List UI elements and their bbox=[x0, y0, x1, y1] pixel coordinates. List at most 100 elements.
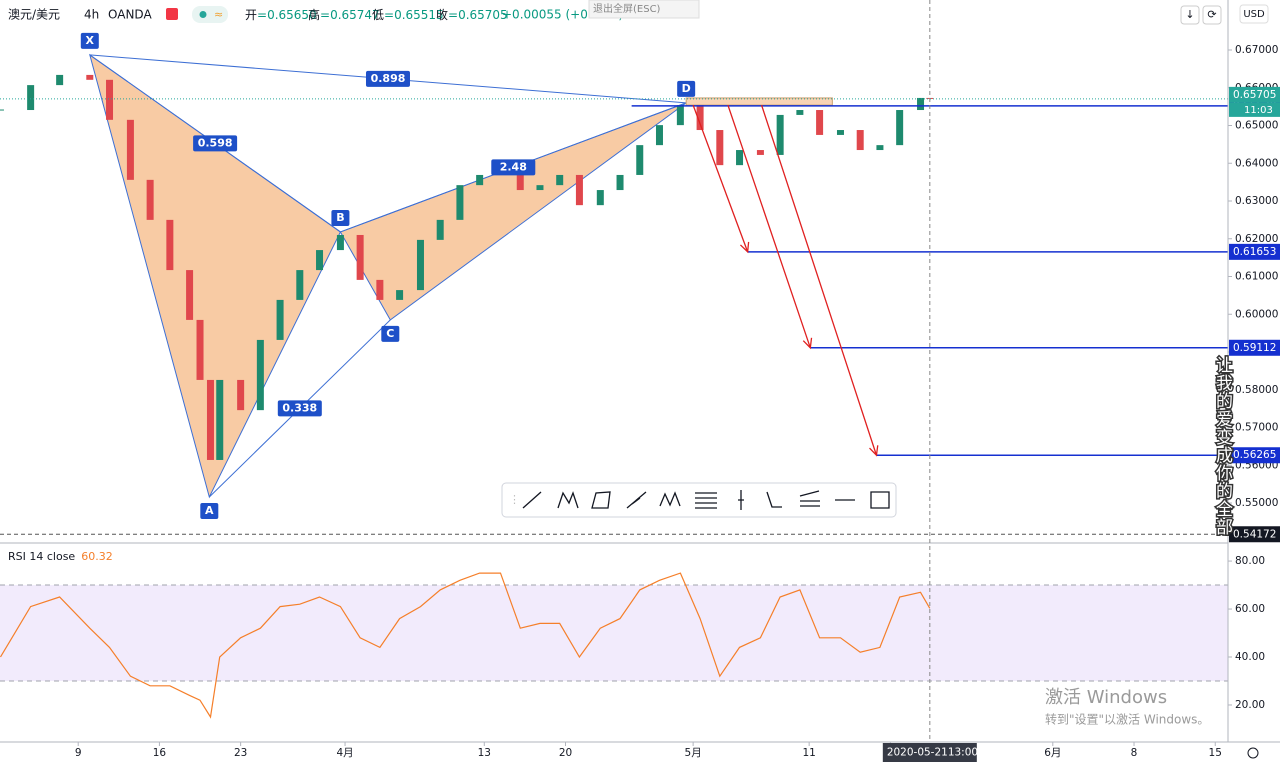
y-tick-label: 0.58000 bbox=[1235, 384, 1278, 396]
scroll-button[interactable] bbox=[1180, 5, 1200, 25]
point-box bbox=[677, 80, 696, 97]
candle bbox=[416, 239, 424, 291]
projection-arrow bbox=[692, 104, 749, 253]
overlay: 澳元/美元 4h OANDA ≈ 开=0.65650 高=0.65747 低=0… bbox=[8, 0, 1269, 759]
candle bbox=[86, 74, 94, 80]
candle bbox=[186, 270, 194, 320]
candle bbox=[696, 105, 704, 131]
candle bbox=[536, 185, 544, 191]
candle bbox=[396, 290, 404, 300]
point-label: C bbox=[386, 327, 394, 340]
candle bbox=[636, 145, 644, 175]
last-price-label-box bbox=[1229, 86, 1280, 103]
candle bbox=[0, 109, 4, 111]
candle bbox=[836, 130, 844, 135]
watermark-title: 激活 Windows bbox=[1045, 687, 1167, 708]
reset-icon[interactable]: ⟳ bbox=[1207, 8, 1216, 21]
candle bbox=[796, 110, 804, 115]
candle bbox=[196, 319, 204, 380]
candle bbox=[296, 270, 304, 300]
candle bbox=[575, 174, 583, 206]
status-pill bbox=[192, 6, 228, 23]
ohlc-open: 开=0.65650 bbox=[245, 8, 317, 22]
countdown: 11:03 bbox=[1244, 105, 1273, 116]
settings-icon[interactable] bbox=[1247, 747, 1259, 759]
ratio-label: 0.598 bbox=[198, 136, 233, 149]
candle bbox=[917, 97, 925, 111]
esc-tip-box[interactable] bbox=[588, 0, 700, 19]
ratio-label: 2.48 bbox=[500, 160, 527, 173]
ohlc-close: 收=0.65705 bbox=[436, 8, 508, 22]
low-marker-label: 0.54172 bbox=[1233, 528, 1276, 540]
tool-fib[interactable] bbox=[695, 492, 717, 509]
currency-box[interactable] bbox=[1239, 4, 1269, 24]
ratio-label: 0.338 bbox=[282, 401, 317, 414]
candle bbox=[146, 179, 154, 220]
candle bbox=[27, 85, 35, 111]
x-tick-label: 16 bbox=[153, 747, 167, 759]
crosshair-time: 13:00 bbox=[948, 747, 978, 759]
rsi-pane: RSI 14 close 60.32 bbox=[0, 550, 1228, 719]
candle bbox=[356, 234, 364, 280]
tool-trend-line[interactable] bbox=[522, 491, 542, 509]
flag-icon[interactable] bbox=[166, 8, 178, 20]
y-tick-label: 0.63000 bbox=[1235, 195, 1278, 207]
x-tick-label: 8 bbox=[1131, 747, 1138, 759]
point-label: B bbox=[336, 211, 344, 224]
tool-xabcd[interactable] bbox=[557, 491, 579, 509]
axes: 0.550000.560000.570000.580000.590000.600… bbox=[75, 0, 1280, 762]
tool-rectangle[interactable] bbox=[870, 491, 890, 509]
point-label: D bbox=[682, 82, 691, 95]
candle bbox=[216, 379, 224, 460]
level-label: 0.59112 bbox=[1233, 342, 1276, 354]
candle bbox=[476, 174, 484, 186]
y-tick-label: 0.61000 bbox=[1235, 271, 1278, 283]
tool-gann[interactable] bbox=[799, 490, 820, 507]
drawing-toolbar: ⋮ bbox=[501, 482, 897, 518]
x-tick-label: 15 bbox=[1209, 747, 1222, 759]
candle bbox=[756, 150, 764, 155]
x-tick-label: 6月 bbox=[1044, 747, 1061, 759]
level-label-box bbox=[1229, 339, 1280, 356]
projection-arrow bbox=[760, 104, 878, 456]
open-label: 开 bbox=[245, 8, 257, 22]
low-value: =0.65515 bbox=[384, 8, 444, 22]
tool-projection[interactable] bbox=[766, 491, 782, 508]
rsi-tick-label: 60.00 bbox=[1235, 603, 1265, 615]
point-box bbox=[381, 325, 400, 342]
candle bbox=[56, 74, 64, 86]
reset-button[interactable] bbox=[1202, 5, 1222, 25]
high-value: =0.65747 bbox=[320, 8, 380, 22]
candle bbox=[436, 219, 444, 240]
candle bbox=[856, 130, 864, 151]
tool-path[interactable] bbox=[626, 491, 647, 509]
tool-elliott[interactable] bbox=[659, 491, 681, 507]
rsi-tick-label: 20.00 bbox=[1235, 699, 1265, 711]
point-box bbox=[80, 32, 99, 49]
x-tick-label: 20 bbox=[559, 747, 572, 759]
candle bbox=[655, 125, 663, 146]
level-label-box bbox=[1229, 243, 1280, 260]
scroll-icon[interactable]: ↓ bbox=[1185, 8, 1194, 21]
tool-polygon[interactable] bbox=[591, 491, 611, 509]
candle bbox=[166, 219, 174, 271]
rsi-tick-label: 40.00 bbox=[1235, 651, 1265, 663]
esc-tip[interactable]: 退出全屏(ESC) bbox=[593, 2, 661, 15]
close-value: =0.65705 bbox=[448, 8, 508, 22]
level-label-box bbox=[1229, 447, 1280, 464]
rsi-line bbox=[0, 572, 931, 719]
low-marker-label-box bbox=[1229, 526, 1280, 543]
currency[interactable]: USD bbox=[1243, 9, 1265, 20]
y-tick-label: 0.57000 bbox=[1235, 422, 1278, 434]
crosshair-box bbox=[882, 743, 977, 762]
candle bbox=[776, 114, 784, 155]
tool-vertical[interactable] bbox=[738, 490, 744, 510]
candle bbox=[676, 105, 684, 126]
candle bbox=[456, 185, 464, 220]
y-tick-label: 0.55000 bbox=[1235, 497, 1278, 509]
projection-arrow bbox=[727, 104, 811, 348]
watermark-subtitle: 转到"设置"以激活 Windows。 bbox=[1045, 712, 1209, 727]
point-label: X bbox=[86, 34, 95, 47]
x-tick-label: 4月 bbox=[336, 747, 353, 759]
